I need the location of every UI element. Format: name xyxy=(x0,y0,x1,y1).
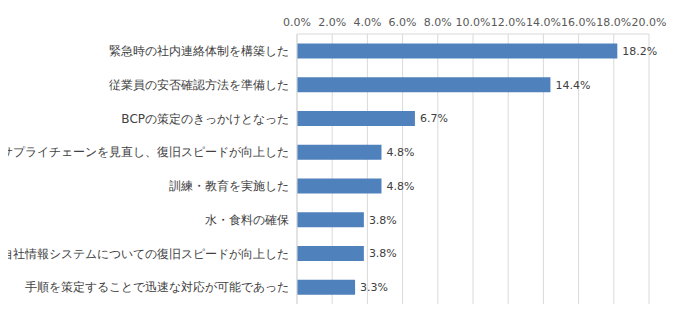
svg-text:緊急時の社内連絡体制を構築した: 緊急時の社内連絡体制を構築した xyxy=(109,44,289,58)
svg-text:14.4%: 14.4% xyxy=(555,79,590,92)
svg-text:手順を策定することで迅速な対応が可能であった: 手順を策定することで迅速な対応が可能であった xyxy=(25,280,289,294)
svg-text:4.8%: 4.8% xyxy=(386,146,414,159)
svg-text:16.0%: 16.0% xyxy=(561,16,596,29)
svg-text:8.0%: 8.0% xyxy=(424,16,452,29)
svg-text:6.7%: 6.7% xyxy=(420,112,448,125)
svg-text:自社情報システムについての復旧スピードが向上した: 自社情報システムについての復旧スピードが向上した xyxy=(8,247,289,261)
svg-text:6.0%: 6.0% xyxy=(389,16,417,29)
svg-text:従業員の安否確認方法を準備した: 従業員の安否確認方法を準備した xyxy=(109,78,289,92)
svg-text:3.3%: 3.3% xyxy=(360,281,388,294)
svg-text:20.0%: 20.0% xyxy=(632,16,667,29)
svg-text:18.0%: 18.0% xyxy=(596,16,631,29)
svg-text:3.8%: 3.8% xyxy=(369,247,397,260)
svg-text:水・食料の確保: 水・食料の確保 xyxy=(205,213,289,227)
svg-text:BCPの策定のきっかけとなった: BCPの策定のきっかけとなった xyxy=(121,112,289,126)
svg-text:サプライチェーンを見直し、復旧スピードが向上した: サプライチェーンを見直し、復旧スピードが向上した xyxy=(8,145,289,159)
svg-text:4.0%: 4.0% xyxy=(353,16,381,29)
svg-text:0.0%: 0.0% xyxy=(283,16,311,29)
svg-text:訓練・教育を実施した: 訓練・教育を実施した xyxy=(169,179,289,193)
svg-text:18.2%: 18.2% xyxy=(622,45,657,58)
svg-text:12.0%: 12.0% xyxy=(491,16,526,29)
svg-text:2.0%: 2.0% xyxy=(318,16,346,29)
svg-text:3.8%: 3.8% xyxy=(369,214,397,227)
svg-text:14.0%: 14.0% xyxy=(526,16,561,29)
svg-text:10.0%: 10.0% xyxy=(456,16,491,29)
svg-text:4.8%: 4.8% xyxy=(386,180,414,193)
